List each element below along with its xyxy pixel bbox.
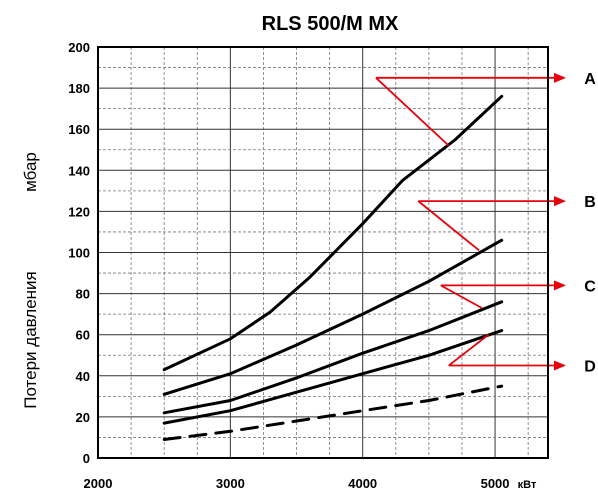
y-tick-label: 80 xyxy=(76,287,90,302)
x-tick-label: 2000 xyxy=(84,476,113,491)
x-tick-label: 5000 xyxy=(481,476,510,491)
y-tick-label: 200 xyxy=(68,40,90,55)
callout-label-d: D xyxy=(584,359,596,376)
y-tick-label: 20 xyxy=(76,410,90,425)
callout-leader-b xyxy=(417,200,480,252)
callout-arrowhead-d xyxy=(554,360,566,371)
y-tick-label: 100 xyxy=(68,246,90,261)
callout-arrowhead-a xyxy=(554,72,566,83)
series-line-d xyxy=(162,329,504,425)
chart-title: RLS 500/M MX xyxy=(262,13,399,35)
callout-leader-d xyxy=(448,333,489,367)
y-tick-label: 140 xyxy=(68,163,90,178)
y-tick-label: 40 xyxy=(76,369,90,384)
callout-arrowhead-c xyxy=(554,280,566,291)
series-line-b xyxy=(162,238,504,396)
callout-label-b: B xyxy=(584,194,596,211)
x-axis-unit: кВт xyxy=(518,479,537,491)
callout-leader-a xyxy=(375,77,450,147)
y-tick-label: 180 xyxy=(68,81,90,96)
y-axis-unit: мбар xyxy=(21,152,40,192)
callout-label-a: A xyxy=(584,71,596,88)
x-tick-label: 4000 xyxy=(348,476,377,491)
y-tick-label: 60 xyxy=(76,328,90,343)
series-line-dashed xyxy=(162,384,504,441)
callout-label-c: C xyxy=(584,278,596,295)
plot-frame xyxy=(97,46,549,459)
y-tick-label: 0 xyxy=(83,451,90,466)
series-line-c xyxy=(162,300,504,415)
y-axis-label: Потери давления xyxy=(21,271,40,409)
y-tick-label: 160 xyxy=(68,122,90,137)
tick-labels: 0 20 40 60 80 100 120 140 160 180 200 2000 3000 4000 5… xyxy=(68,40,509,491)
callout-arrowhead-b xyxy=(554,196,566,207)
x-tick-label: 3000 xyxy=(216,476,245,491)
callout-leader-c xyxy=(440,284,483,309)
series-lines xyxy=(162,94,504,441)
y-tick-label: 120 xyxy=(68,204,90,219)
series-line-a xyxy=(162,94,504,372)
callouts: A B C D xyxy=(375,71,596,376)
